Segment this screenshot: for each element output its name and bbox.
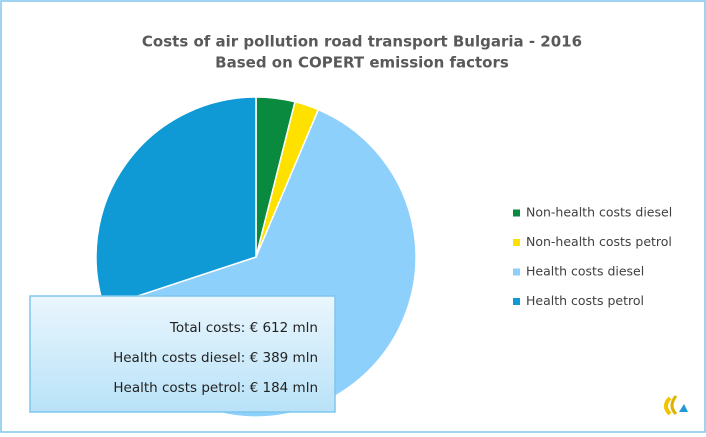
annotation-box [29, 295, 336, 413]
pie-slice [95, 96, 257, 309]
chart-title: Costs of air pollution road transport Bu… [142, 33, 582, 51]
legend-swatch [513, 298, 520, 305]
legend-label: Health costs petrol [526, 293, 644, 308]
legend: Non-health costs diesel Non-health costs … [513, 205, 672, 308]
legend-swatch [513, 268, 520, 276]
legend-swatch [513, 239, 520, 246]
legend-swatch [513, 209, 520, 217]
annotation-text: Total costs: € 612 mln [169, 320, 318, 336]
annotations: Total costs: € 612 mln Health costs diese… [113, 320, 318, 396]
annotation-text: Health costs petrol: € 184 mln [113, 380, 318, 396]
logo [664, 395, 688, 416]
legend-label: Non-health costs petrol [526, 234, 672, 249]
chart-subtitle: Based on COPERT emission factors [215, 54, 509, 72]
legend-label: Non-health costs diesel [526, 205, 672, 220]
legend-label: Health costs diesel [526, 264, 644, 279]
annotation-text: Health costs diesel: € 389 mln [113, 350, 318, 366]
